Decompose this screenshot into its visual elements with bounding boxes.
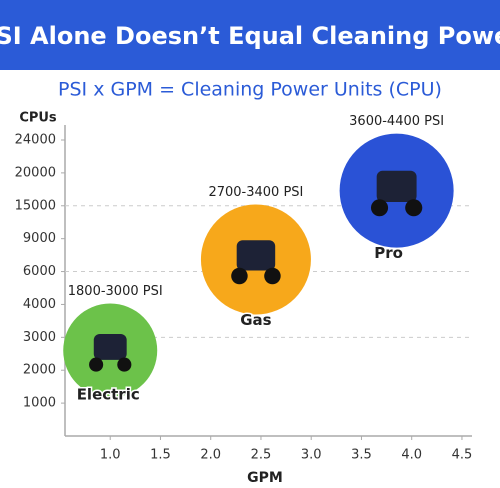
y-tick-label: 24000 — [15, 133, 56, 148]
x-axis-label: GPM — [247, 470, 283, 486]
y-tick-label: 2000 — [23, 363, 56, 378]
point-name: Gas — [240, 311, 271, 329]
x-tick-label: 3.0 — [301, 448, 322, 463]
y-axis-label: CPUs — [19, 111, 57, 126]
x-tick-label: 2.0 — [200, 448, 221, 463]
x-tick-label: 3.5 — [351, 448, 372, 463]
wheel-icon — [370, 199, 389, 217]
wheel-icon — [231, 267, 248, 285]
y-tick-label: 20000 — [15, 165, 56, 180]
y-tick-label: 1000 — [23, 396, 56, 411]
psi-label: 2700-3400 PSI — [208, 185, 303, 200]
wheel-icon — [405, 199, 423, 217]
machine-icon — [236, 240, 276, 271]
y-tick-label: 9000 — [23, 231, 56, 246]
wheel-icon — [89, 357, 104, 372]
y-tick-label: 4000 — [23, 297, 56, 312]
chart-subtitle: PSI x GPM = Cleaning Power Units (CPU) — [58, 79, 442, 101]
title-banner — [0, 0, 500, 70]
point-name: Electric — [77, 386, 140, 404]
x-tick-label: 1.5 — [150, 448, 171, 463]
x-tick-label: 2.5 — [251, 448, 272, 463]
x-tick-label: 4.0 — [401, 448, 422, 463]
y-tick-label: 6000 — [23, 264, 56, 279]
x-tick-label: 1.0 — [100, 448, 121, 463]
point-name: Pro — [374, 244, 403, 262]
psi-label: 1800-3000 PSI — [68, 284, 163, 299]
wheel-icon — [264, 267, 281, 285]
machine-icon — [376, 170, 417, 203]
psi-label: 3600-4400 PSI — [349, 114, 444, 129]
y-tick-label: 15000 — [15, 198, 56, 213]
chart-title: PSI Alone Doesn’t Equal Cleaning Power — [0, 22, 500, 50]
x-tick-label: 4.5 — [452, 448, 473, 463]
machine-icon — [93, 334, 127, 360]
y-tick-label: 3000 — [23, 330, 56, 345]
wheel-icon — [117, 357, 132, 372]
